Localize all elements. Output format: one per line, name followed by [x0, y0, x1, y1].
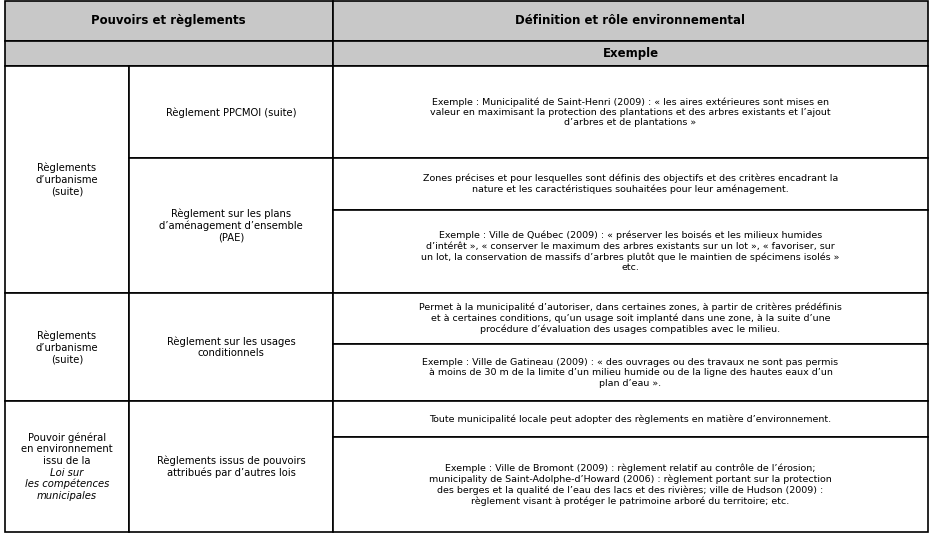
Text: Règlements issus de pouvoirs
attribués par d’autres lois: Règlements issus de pouvoirs attribués p… — [157, 455, 305, 478]
Text: Exemple : Municipalité de Saint-Henri (2009) : « les aires extérieures sont mise: Exemple : Municipalité de Saint-Henri (2… — [430, 97, 830, 127]
Text: Toute municipalité locale peut adopter des règlements en matière d’environnement: Toute municipalité locale peut adopter d… — [429, 414, 831, 424]
Bar — [5, 401, 130, 532]
Text: Règlements
d’urbanisme
(suite): Règlements d’urbanisme (suite) — [35, 330, 98, 364]
Bar — [332, 41, 928, 66]
Text: Permet à la municipalité d’autoriser, dans certaines zones, à partir de critères: Permet à la municipalité d’autoriser, da… — [419, 303, 842, 334]
Bar — [130, 293, 332, 401]
Text: Exemple : Ville de Québec (2009) : « préserver les boisés et les milieux humides: Exemple : Ville de Québec (2009) : « pré… — [422, 231, 840, 272]
Text: Règlements
d’urbanisme
(suite): Règlements d’urbanisme (suite) — [35, 163, 98, 197]
Text: Pouvoir général: Pouvoir général — [28, 432, 106, 443]
Text: Exemple : Ville de Bromont (2009) : règlement relatif au contrôle de l’érosion;
: Exemple : Ville de Bromont (2009) : règl… — [429, 463, 832, 506]
Bar — [332, 293, 928, 344]
Bar — [5, 1, 332, 41]
Text: issu de la: issu de la — [43, 456, 91, 466]
Bar — [332, 437, 928, 532]
Bar — [130, 401, 332, 532]
Text: municipales: municipales — [37, 491, 97, 500]
Bar — [332, 344, 928, 401]
Text: Exemple: Exemple — [603, 47, 659, 60]
Text: en environnement: en environnement — [21, 445, 113, 454]
Bar — [332, 1, 928, 41]
Text: Loi sur: Loi sur — [50, 467, 84, 478]
Text: Pouvoirs et règlements: Pouvoirs et règlements — [91, 14, 246, 27]
Bar — [5, 41, 332, 66]
Bar — [5, 293, 130, 401]
Bar — [332, 66, 928, 158]
Bar — [332, 209, 928, 293]
Text: Exemple : Ville de Gatineau (2009) : « des ouvrages ou des travaux ne sont pas p: Exemple : Ville de Gatineau (2009) : « d… — [423, 358, 839, 387]
Text: les compétences: les compétences — [25, 479, 109, 489]
Bar — [332, 401, 928, 437]
Bar — [130, 158, 332, 293]
Text: Règlement PPCMOI (suite): Règlement PPCMOI (suite) — [166, 107, 296, 117]
Text: Règlement sur les usages
conditionnels: Règlement sur les usages conditionnels — [167, 336, 296, 358]
Text: Définition et rôle environnemental: Définition et rôle environnemental — [515, 14, 745, 27]
Text: Zones précises et pour lesquelles sont définis des objectifs et des critères enc: Zones précises et pour lesquelles sont d… — [423, 174, 838, 195]
Bar — [332, 158, 928, 209]
Text: Règlement sur les plans
d’aménagement d’ensemble
(PAE): Règlement sur les plans d’aménagement d’… — [160, 209, 303, 243]
Bar — [130, 66, 332, 158]
Bar — [5, 66, 130, 293]
